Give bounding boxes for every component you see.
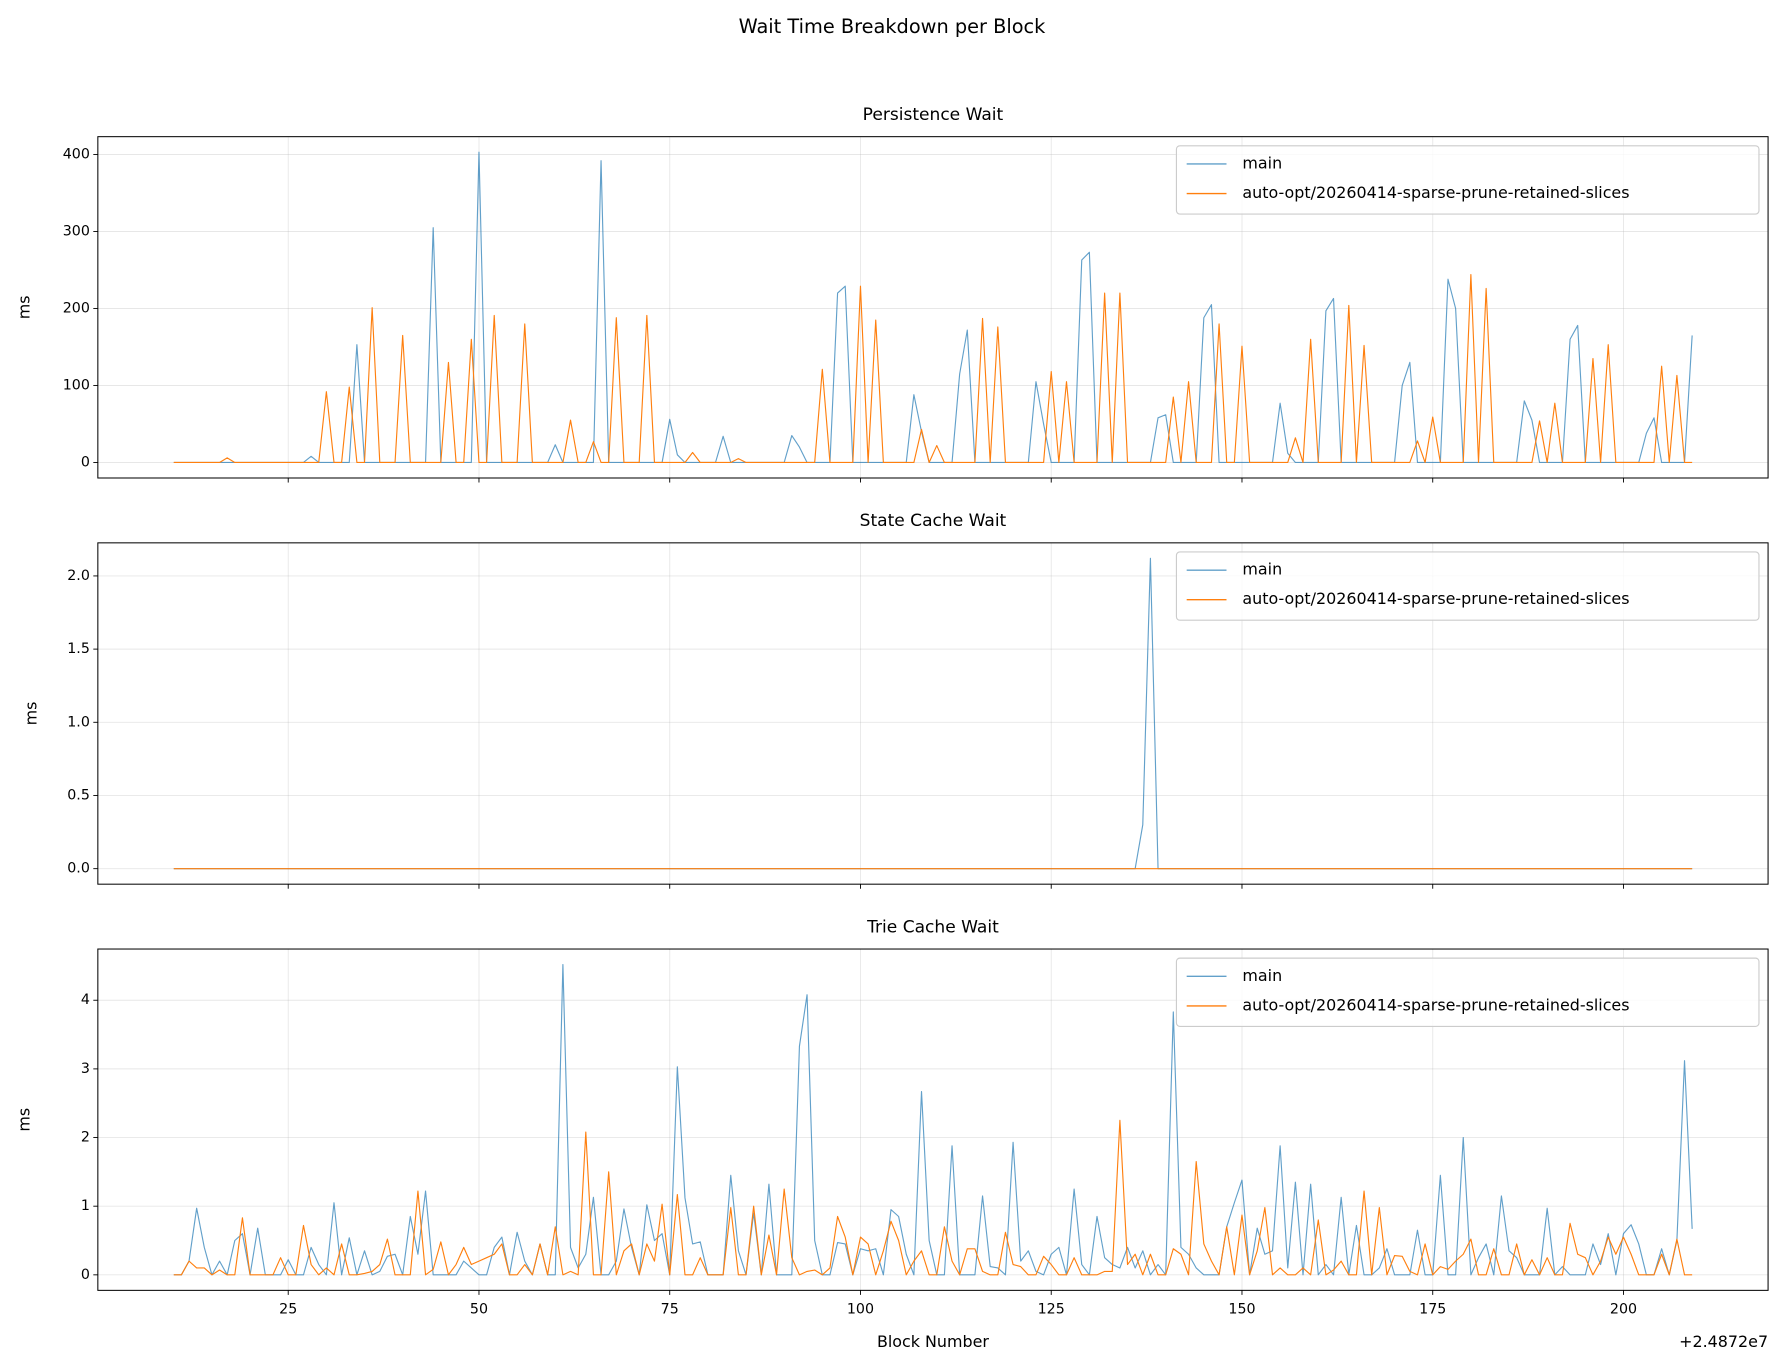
figure-title: Wait Time Breakdown per Block — [739, 15, 1047, 38]
y-tick-label: 3 — [81, 1061, 90, 1077]
y-tick-label: 1.0 — [67, 714, 90, 730]
x-tick-label: 200 — [1610, 1302, 1637, 1318]
legend-box — [1175, 145, 1760, 215]
y-axis-label: ms — [15, 295, 34, 319]
subplot-title: Trie Cache Wait — [866, 917, 999, 937]
series-line — [173, 963, 1693, 1276]
y-axis-label: ms — [21, 702, 40, 726]
axes-frame — [97, 948, 1769, 1291]
subplot-title: State Cache Wait — [860, 511, 1007, 531]
y-tick-label: 300 — [63, 223, 90, 239]
x-tick-label: 75 — [661, 1302, 679, 1318]
x-offset-label: +2.4872e7 — [1679, 1332, 1768, 1351]
y-tick-label: 4 — [81, 992, 90, 1008]
y-tick-label: 0 — [81, 454, 90, 470]
axes-frame — [97, 542, 1769, 885]
axes-frame — [97, 136, 1769, 479]
y-tick-label: 2 — [81, 1130, 90, 1146]
series-line — [173, 1119, 1693, 1276]
legend-label: main — [1242, 966, 1282, 985]
y-tick-label: 400 — [63, 146, 90, 162]
legend-box — [1175, 957, 1760, 1027]
y-axis-label: ms — [15, 1108, 34, 1132]
y-tick-label: 1 — [81, 1198, 90, 1214]
x-tick-label: 175 — [1419, 1302, 1446, 1318]
x-tick-label: 125 — [1038, 1302, 1065, 1318]
x-tick-label: 50 — [470, 1302, 488, 1318]
legend-label: auto-opt/20260414-sparse-prune-retained-… — [1242, 589, 1629, 608]
x-tick-label: 25 — [279, 1302, 297, 1318]
legend-label: main — [1242, 560, 1282, 579]
legend-label: auto-opt/20260414-sparse-prune-retained-… — [1242, 183, 1629, 202]
x-axis-label: Block Number — [877, 1332, 989, 1351]
y-tick-label: 100 — [63, 377, 90, 393]
legend-label: main — [1242, 153, 1282, 172]
y-tick-label: 200 — [63, 300, 90, 316]
legend-label: auto-opt/20260414-sparse-prune-retained-… — [1242, 995, 1629, 1014]
x-tick-label: 100 — [847, 1302, 874, 1318]
y-tick-label: 2.0 — [67, 568, 90, 584]
legend-box — [1175, 551, 1760, 621]
x-tick-label: 150 — [1228, 1302, 1255, 1318]
y-tick-label: 0.0 — [67, 861, 90, 877]
y-tick-label: 0.5 — [67, 787, 90, 803]
subplot-title: Persistence Wait — [863, 105, 1004, 125]
y-tick-label: 1.5 — [67, 641, 90, 657]
series-line — [173, 151, 1693, 464]
y-tick-label: 0 — [81, 1267, 90, 1283]
series-line — [173, 274, 1693, 464]
